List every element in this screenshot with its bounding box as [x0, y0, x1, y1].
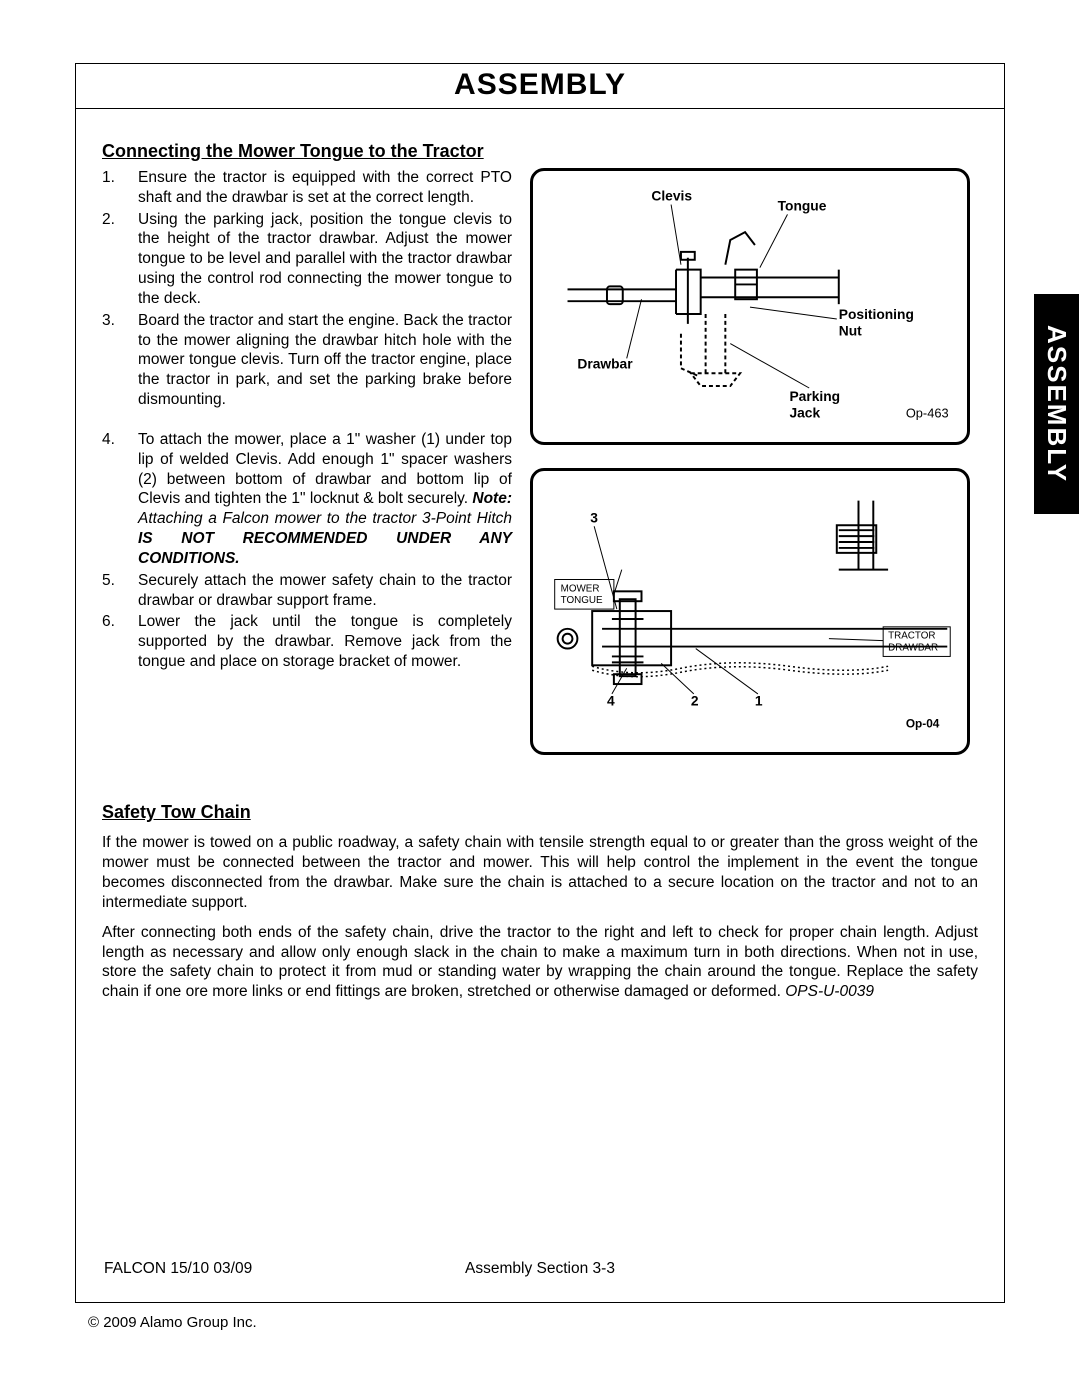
title-box: ASSEMBLY — [76, 64, 1004, 109]
right-column: Clevis Tongue Positioning Nut Drawbar Pa… — [530, 168, 970, 778]
d1-posnut-label-2: Nut — [839, 324, 862, 339]
d1-pjack-label-2: Jack — [789, 406, 820, 421]
section1-title: Connecting the Mower Tongue to the Tract… — [102, 141, 978, 162]
step-6: Lower the jack until the tongue is compl… — [102, 612, 512, 671]
step-2: Using the parking jack, position the ton… — [102, 210, 512, 309]
step-5: Securely attach the mower safety chain t… — [102, 571, 512, 611]
d1-clevis-label: Clevis — [651, 189, 692, 204]
diagram-1: Clevis Tongue Positioning Nut Drawbar Pa… — [530, 168, 970, 445]
svg-text:TRACTOR: TRACTOR — [888, 631, 935, 642]
d1-ref: Op-463 — [906, 406, 949, 421]
d2-n2: 2 — [691, 694, 699, 709]
side-tab-label: ASSEMBLY — [1041, 325, 1072, 483]
diagram-2: 3 1 2 4 Op-04 MOWER TONGUE TRACTOR DRAWB… — [530, 468, 970, 755]
page-body: Connecting the Mower Tongue to the Tract… — [76, 109, 1004, 1002]
d2-mower-tongue-label: MOWER TONGUE — [555, 580, 614, 610]
svg-text:DRAWBAR: DRAWBAR — [888, 643, 938, 654]
page-title: ASSEMBLY — [76, 68, 1004, 102]
left-column: Ensure the tractor is equipped with the … — [102, 168, 512, 778]
svg-text:MOWER: MOWER — [561, 584, 600, 595]
step-1: Ensure the tractor is equipped with the … — [102, 168, 512, 208]
svg-text:TONGUE: TONGUE — [561, 595, 603, 606]
safety-p1: If the mower is towed on a public roadwa… — [102, 833, 978, 912]
two-column-layout: Ensure the tractor is equipped with the … — [102, 168, 978, 778]
section2-title: Safety Tow Chain — [102, 802, 978, 823]
steps-list-2: To attach the mower, place a 1" washer (… — [102, 430, 512, 672]
copyright: © 2009 Alamo Group Inc. — [88, 1314, 257, 1331]
d2-n4: 4 — [607, 694, 615, 709]
steps-list-1: Ensure the tractor is equipped with the … — [102, 168, 512, 410]
d1-drawbar-label: Drawbar — [577, 356, 633, 371]
d1-tongue-label: Tongue — [778, 198, 827, 213]
page-frame: ASSEMBLY ASSEMBLY Connecting the Mower T… — [75, 63, 1005, 1303]
d2-tractor-drawbar-label: TRACTOR DRAWBAR — [883, 627, 950, 657]
d2-n1: 1 — [755, 694, 763, 709]
safety-section: Safety Tow Chain If the mower is towed o… — [102, 802, 978, 1002]
side-tab: ASSEMBLY — [1034, 294, 1079, 514]
d2-ref: Op-04 — [906, 717, 940, 731]
d2-n3: 3 — [590, 511, 598, 526]
footer-center: Assembly Section 3-3 — [0, 1260, 1080, 1278]
d1-pjack-label-1: Parking — [789, 389, 840, 404]
step-3: Board the tractor and start the engine. … — [102, 311, 512, 410]
safety-p2: After connecting both ends of the safety… — [102, 923, 978, 1002]
step-4: To attach the mower, place a 1" washer (… — [102, 430, 512, 569]
d1-posnut-label-1: Positioning — [839, 307, 914, 322]
